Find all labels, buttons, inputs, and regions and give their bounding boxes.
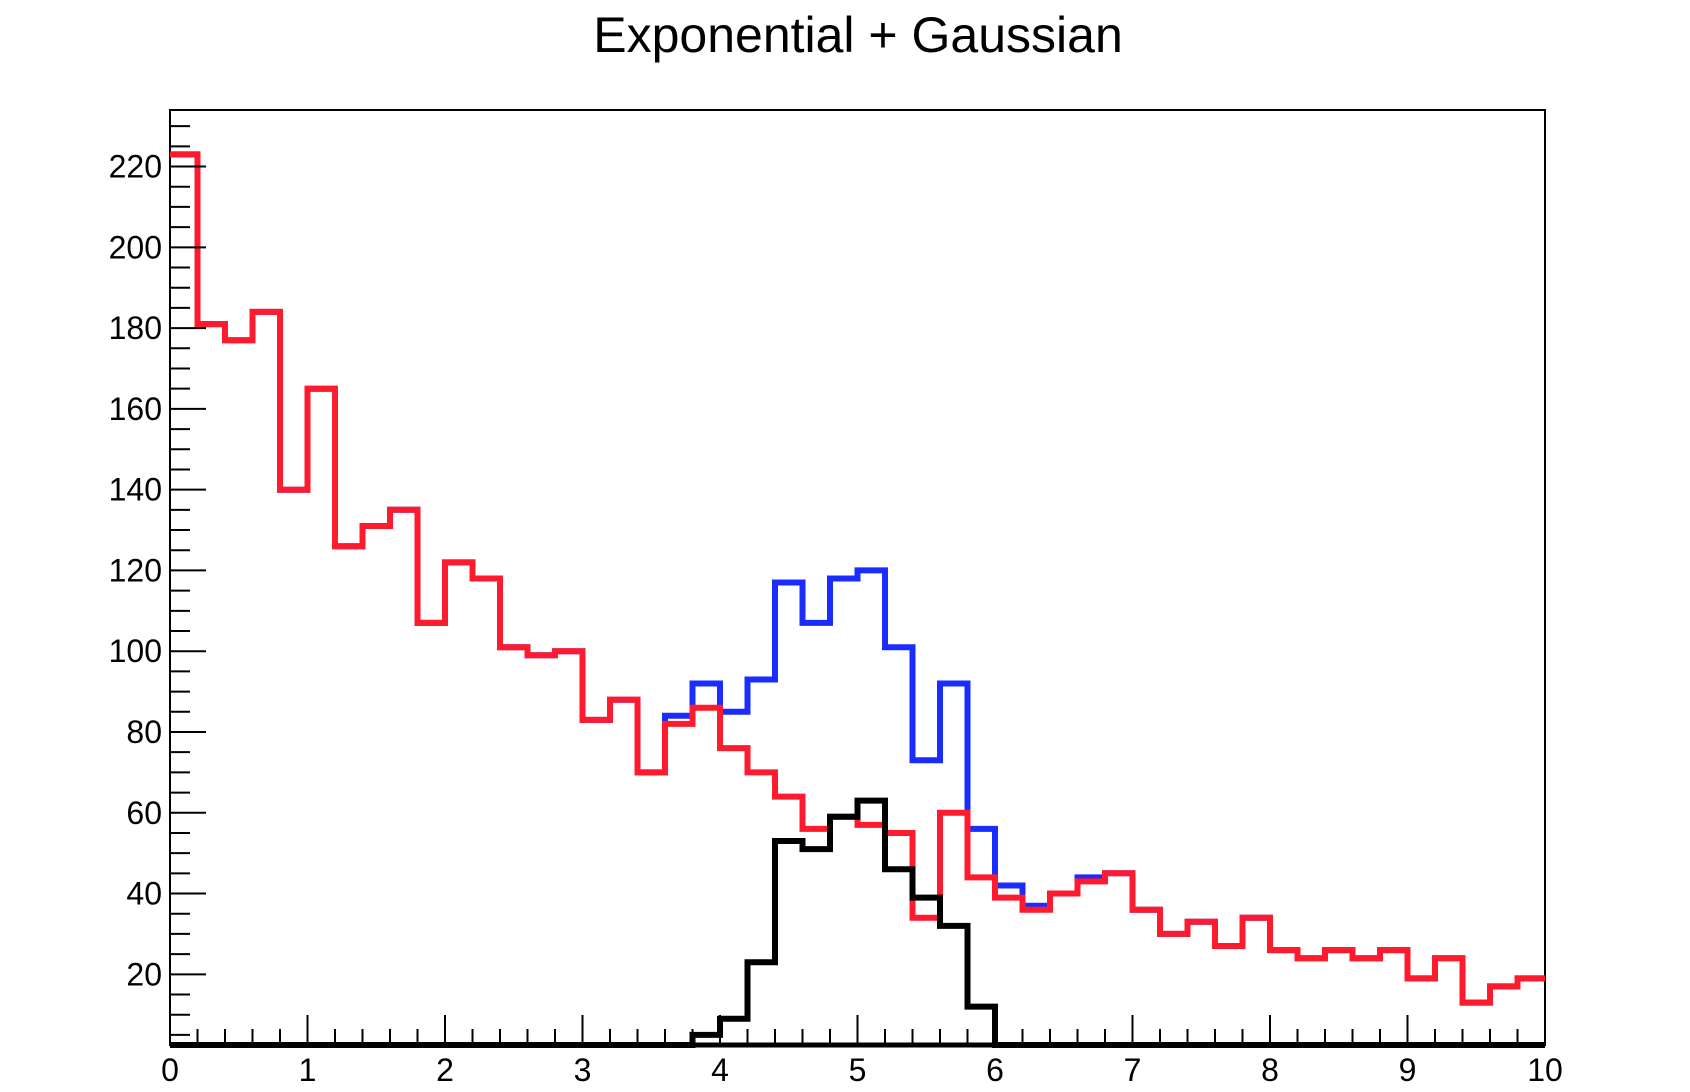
series-line-3 xyxy=(170,797,1545,1048)
x-tick-label: 9 xyxy=(1399,1052,1417,1088)
y-tick-label: 160 xyxy=(109,391,162,427)
chart-title: Exponential + Gaussian xyxy=(593,7,1123,63)
x-tick-label: 6 xyxy=(986,1052,1004,1088)
x-axis: 0 1 2 3 4 5 6 7 8 9 10 xyxy=(161,1015,1563,1088)
x-tick-label: 5 xyxy=(849,1052,867,1088)
y-tick-label: 40 xyxy=(126,876,162,912)
x-tick-label: 3 xyxy=(574,1052,592,1088)
series-layer xyxy=(170,151,1545,1048)
y-tick-label: 200 xyxy=(109,229,162,265)
y-tick-label: 180 xyxy=(109,310,162,346)
x-tick-label: 4 xyxy=(711,1052,729,1088)
y-tick-label: 60 xyxy=(126,795,162,831)
x-tick-label: 8 xyxy=(1261,1052,1279,1088)
series-line-2 xyxy=(170,151,1545,1006)
y-tick-label: 140 xyxy=(109,472,162,508)
y-tick-label: 80 xyxy=(126,714,162,750)
x-tick-label: 0 xyxy=(161,1052,179,1088)
x-tick-label: 7 xyxy=(1124,1052,1142,1088)
y-tick-label: 220 xyxy=(109,149,162,185)
x-tick-label: 2 xyxy=(436,1052,454,1088)
y-tick-label: 120 xyxy=(109,552,162,588)
y-tick-label: 100 xyxy=(109,633,162,669)
y-axis: 20 40 60 80 100 120 140 160 180 200 220 xyxy=(109,125,206,1036)
x-tick-label: 1 xyxy=(299,1052,317,1088)
y-tick-label: 20 xyxy=(126,956,162,992)
series-line-1 xyxy=(170,151,1545,1006)
x-tick-label: 10 xyxy=(1527,1052,1563,1088)
